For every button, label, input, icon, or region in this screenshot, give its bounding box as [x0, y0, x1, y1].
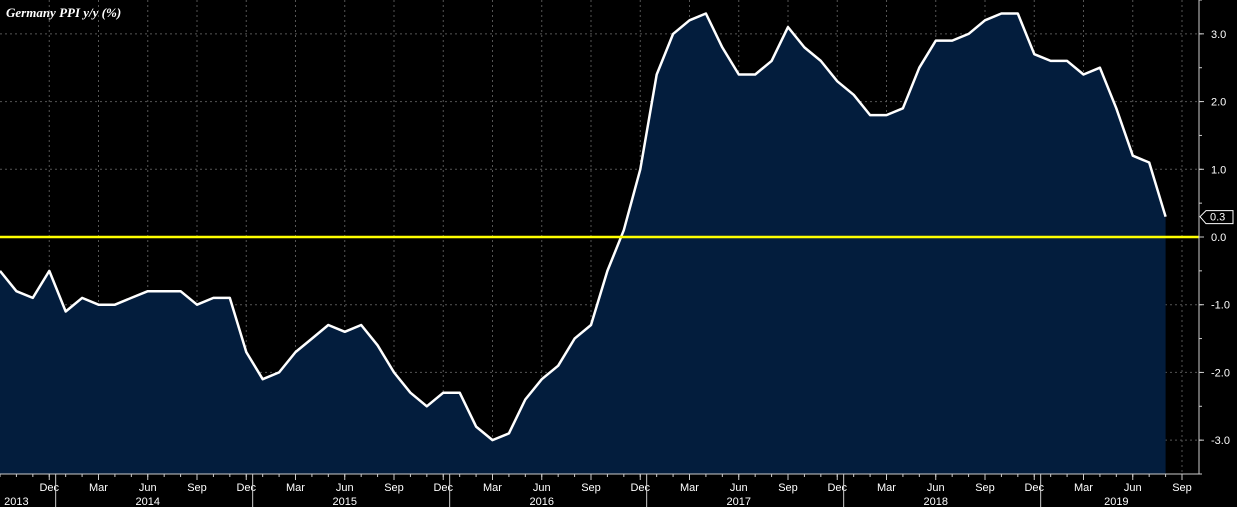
x-tick-label: Mar [680, 482, 699, 494]
y-tick-label: -1.0 [1211, 300, 1230, 312]
x-tick-label: Dec [39, 482, 59, 494]
y-tick-label: 0.0 [1211, 232, 1226, 244]
x-year-label: 2015 [333, 496, 357, 507]
x-tick-label: Sep [187, 482, 207, 494]
x-tick-label: Sep [778, 482, 798, 494]
x-tick-label: Mar [877, 482, 896, 494]
x-tick-label: Mar [483, 482, 502, 494]
x-year-label: 2019 [1104, 496, 1128, 507]
x-tick-label: Sep [975, 482, 995, 494]
y-tick-label: 2.0 [1211, 97, 1226, 109]
x-year-label: 2018 [924, 496, 948, 507]
x-tick-label: Jun [533, 482, 551, 494]
y-tick-label: 1.0 [1211, 164, 1226, 176]
series-area [0, 13, 1166, 474]
x-tick-label: Sep [581, 482, 601, 494]
y-tick-label: 3.0 [1211, 29, 1226, 41]
x-tick-label: Sep [384, 482, 404, 494]
x-year-label: 2014 [136, 496, 160, 507]
x-year-label: 2013 [4, 496, 28, 507]
x-tick-label: Sep [1172, 482, 1192, 494]
x-tick-label: Mar [1074, 482, 1093, 494]
last-value-marker [1199, 210, 1234, 225]
x-tick-label: Dec [236, 482, 256, 494]
x-tick-label: Jun [927, 482, 945, 494]
x-tick-label: Dec [433, 482, 453, 494]
x-year-label: 2016 [530, 496, 554, 507]
x-tick-label: Jun [730, 482, 748, 494]
x-tick-label: Dec [1024, 482, 1044, 494]
x-tick-label: Mar [286, 482, 305, 494]
x-tick-label: Jun [336, 482, 354, 494]
x-tick-label: Jun [1124, 482, 1142, 494]
x-tick-label: Dec [630, 482, 650, 494]
x-tick-label: Jun [139, 482, 157, 494]
series-line [0, 12, 1167, 442]
x-tick-label: Dec [827, 482, 847, 494]
y-tick-label: -2.0 [1211, 367, 1230, 379]
x-tick-label: Mar [89, 482, 108, 494]
x-year-label: 2017 [727, 496, 751, 507]
last-value-label: 0.3 [1210, 212, 1225, 224]
chart-title: Germany PPI y/y (%) [6, 5, 122, 20]
y-tick-label: -3.0 [1211, 435, 1230, 447]
